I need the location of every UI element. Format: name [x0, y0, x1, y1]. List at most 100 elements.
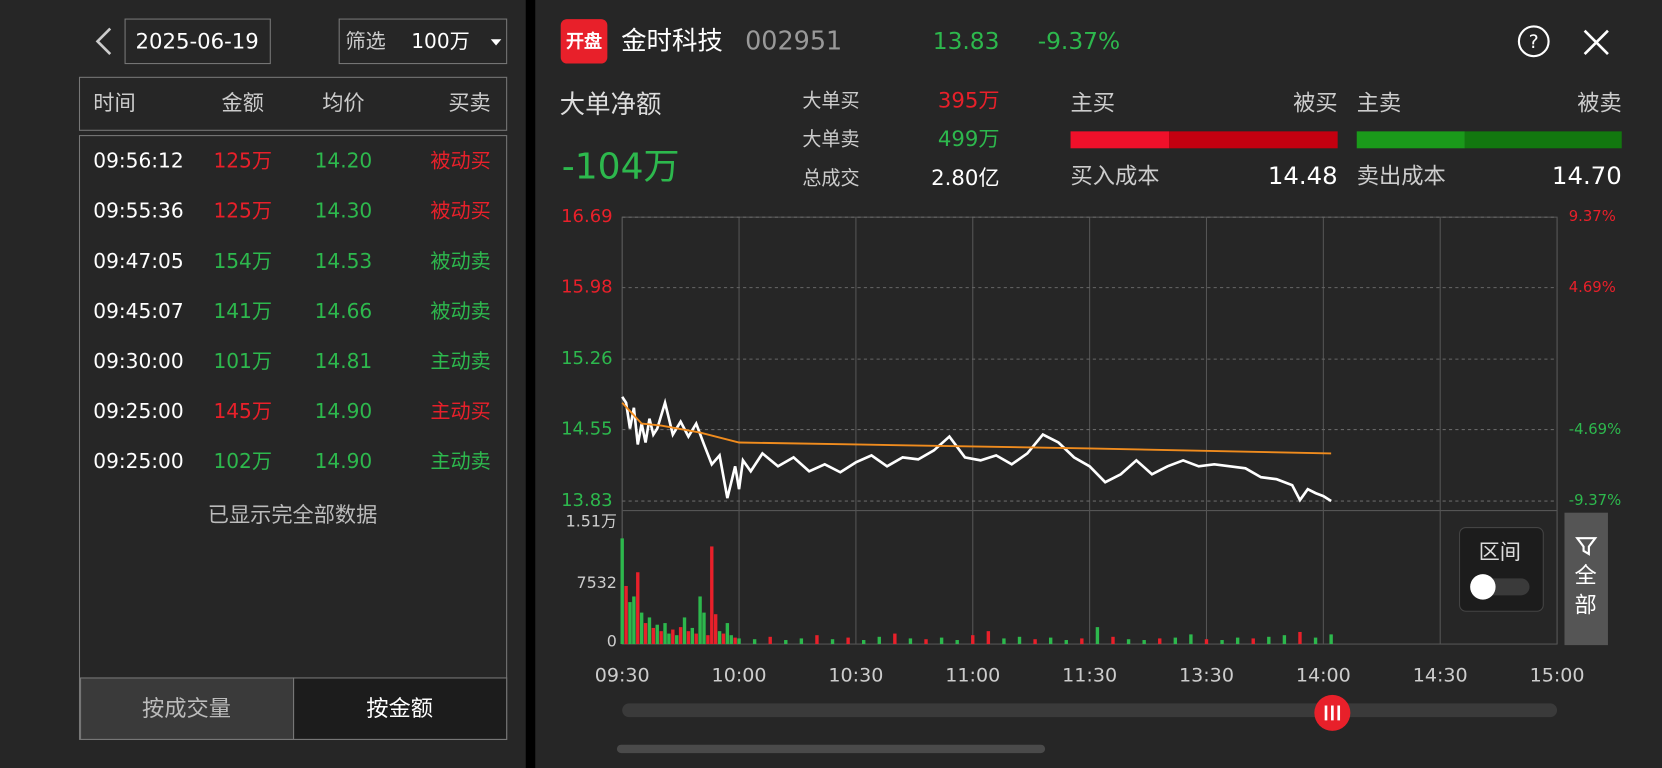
table-cell: 14.66 [315, 299, 373, 323]
x-tick-label: 10:00 [712, 664, 767, 686]
help-icon: ? [1529, 31, 1539, 53]
help-button[interactable] [1517, 25, 1550, 58]
time-slider[interactable] [622, 703, 1558, 718]
volume-bar [1267, 636, 1271, 645]
volume-tick-label: 1.51万 [566, 512, 617, 531]
volume-bar [1158, 638, 1162, 645]
volume-bar [846, 637, 850, 645]
volume-bar [678, 627, 683, 645]
volume-bar [1033, 639, 1037, 645]
close-button[interactable] [1583, 29, 1609, 55]
y-tick-label: 15.26 [561, 348, 613, 369]
volume-bar [702, 612, 706, 645]
column-header: 均价 [322, 90, 364, 115]
volume-bar [1064, 640, 1068, 645]
date-box[interactable] [124, 18, 271, 65]
column-header: 买卖 [448, 90, 490, 115]
volume-bar [971, 635, 975, 645]
y2-tick-label: -9.37% [1569, 492, 1621, 509]
passive-sell-bar [1464, 131, 1622, 149]
sell-value: 499万 [938, 126, 1000, 151]
table-cell: 101万 [213, 349, 272, 373]
toggle-knob [1470, 574, 1496, 600]
column-header: 金额 [222, 90, 264, 115]
volume-bar [624, 585, 628, 645]
volume-bar [1111, 636, 1115, 645]
volume-bar [1313, 637, 1318, 645]
volume-bar [862, 640, 866, 645]
y-tick-label: 15.98 [561, 277, 613, 298]
volume-tick-label: 7532 [576, 573, 616, 592]
volume-bar [893, 633, 897, 645]
volume-bar [986, 631, 991, 645]
volume-bar [1235, 637, 1240, 645]
table-cell: 14.30 [315, 199, 373, 223]
volume-bar [725, 623, 730, 645]
total-value: 2.80亿 [931, 165, 999, 190]
dropdown-arrow [490, 39, 502, 46]
volume-bar [1095, 627, 1100, 645]
tab-amount[interactable] [293, 677, 508, 740]
volume-bar [877, 636, 881, 645]
filter-button[interactable] [1564, 512, 1608, 646]
volume-bar [784, 640, 788, 645]
x-tick-label: 13:30 [1179, 664, 1234, 686]
volume-bar [924, 639, 928, 645]
volume-bar [737, 638, 741, 645]
volume-bar [686, 631, 691, 645]
table-cell: 09:56:12 [93, 149, 183, 173]
table-cell: 14.90 [315, 449, 373, 473]
range-label: 区间 [1479, 539, 1521, 564]
stock-code: 002951 [745, 25, 842, 55]
x-tick-label: 10:30 [828, 664, 883, 686]
volume-bar [830, 639, 835, 645]
filter-box[interactable] [338, 18, 508, 65]
table-cell: 09:25:00 [93, 449, 183, 473]
back-button[interactable] [95, 27, 112, 55]
net-label: 大单净额 [560, 89, 662, 119]
volume-bar [667, 633, 671, 645]
filter-char: 全 [1575, 563, 1597, 589]
y2-tick-label: 4.69% [1569, 279, 1616, 296]
buy-label: 大单买 [802, 90, 859, 112]
filter-value: 100万 [411, 29, 470, 53]
table-cell: 被动买 [430, 149, 490, 173]
volume-bar [955, 640, 959, 645]
tab-volume[interactable] [80, 677, 295, 740]
sell-cost: 14.70 [1552, 161, 1622, 190]
volume-bar [1048, 637, 1053, 645]
volume-bar [694, 633, 698, 645]
logo-text: 开盘 [566, 30, 602, 52]
main-sell-bar [1356, 131, 1465, 149]
buy-cost: 14.48 [1268, 161, 1338, 190]
volume-bar [620, 538, 624, 645]
volume-bar [799, 638, 804, 645]
volume-bar [639, 612, 644, 645]
volume-bar [1251, 638, 1255, 645]
volume-bar [1298, 631, 1302, 645]
volume-bar [643, 623, 648, 645]
volume-bar [1329, 634, 1333, 645]
buy-cost-label: 买入成本 [1071, 163, 1160, 189]
volume-tick-label: 0 [607, 631, 617, 650]
passive-buy-bar [1169, 131, 1338, 149]
volume-bar [721, 633, 726, 645]
table-cell: 被动卖 [430, 299, 490, 323]
handle-grip [1324, 705, 1341, 721]
x-tick-label: 11:30 [1062, 664, 1117, 686]
x-tick-label: 11:00 [945, 664, 1000, 686]
table-cell: 09:45:07 [93, 299, 183, 323]
volume-bar [713, 614, 718, 645]
tab-label: 按成交量 [142, 696, 231, 722]
volume-bar [1204, 639, 1209, 645]
table-header-box [78, 76, 508, 131]
table-cell: 主动买 [430, 399, 490, 423]
total-label: 总成交 [802, 168, 859, 190]
volume-bar [675, 635, 679, 645]
logo [560, 19, 608, 64]
scrollbar [616, 744, 1046, 754]
divider [525, 0, 536, 768]
chart-layer: 09:30 10:00 10:30 11:00 11:30 13:30 14:00 14:30… [561, 206, 1621, 686]
y-tick-label: 16.69 [561, 206, 613, 227]
